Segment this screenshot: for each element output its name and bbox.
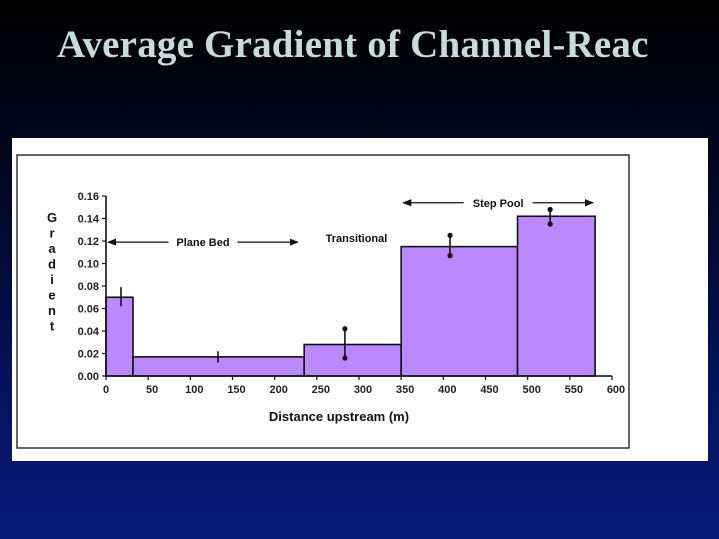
- y-axis-title-letter: G: [47, 210, 57, 225]
- annotations-layer: Plane Bed Transitional Step Pool: [107, 198, 595, 249]
- error-bar-3: [342, 326, 348, 361]
- x-tick-label: 450: [480, 384, 498, 396]
- y-tick-label: 0.06: [78, 304, 99, 316]
- title-area: Average Gradient of Channel-Reac: [0, 0, 719, 80]
- x-tick-label: 400: [438, 384, 456, 396]
- y-tick-label: 0.04: [78, 326, 100, 338]
- y-tick-label: 0.00: [78, 371, 99, 383]
- x-axis-title: Distance upstream (m): [269, 409, 409, 424]
- x-tick-label: 50: [146, 384, 158, 396]
- x-tick-label: 0: [103, 384, 109, 396]
- bars-layer: [105, 215, 596, 377]
- figure-panel: 0.00 0.02 0.04 0.06 0.08 0.10 0.12 0.14 0.16 0 50 1…: [12, 138, 708, 461]
- y-axis-title-letter: a: [48, 241, 56, 256]
- y-axis-title-letter: t: [50, 319, 55, 334]
- y-axis-title-letter: i: [50, 272, 54, 287]
- y-tick-label: 0.10: [78, 259, 99, 271]
- bar-1: [105, 296, 134, 377]
- error-bar-5: [547, 206, 553, 227]
- x-tick-label: 500: [522, 384, 540, 396]
- bar-5: [516, 215, 596, 377]
- error-bars-layer: [120, 206, 553, 363]
- y-tick-label: 0.16: [78, 191, 99, 203]
- gradient-chart: 0.00 0.02 0.04 0.06 0.08 0.10 0.12 0.14 0.16 0 50 1…: [16, 154, 630, 449]
- y-tick-label: 0.08: [78, 281, 99, 293]
- slide-title: Average Gradient of Channel-Reac: [57, 23, 649, 66]
- y-axis-title-letter: d: [48, 257, 56, 272]
- x-tick-label: 350: [396, 384, 414, 396]
- y-tick-label: 0.02: [78, 349, 99, 361]
- y-tick-label: 0.14: [78, 214, 100, 226]
- x-tick-label: 300: [354, 384, 372, 396]
- y-axis-title-letter: r: [49, 226, 54, 241]
- x-tick-label: 150: [227, 384, 245, 396]
- y-axis-title-letter: e: [48, 288, 55, 303]
- x-tick-label: 100: [185, 384, 203, 396]
- x-tick-label: 550: [565, 384, 583, 396]
- annotation-label: Plane Bed: [176, 237, 229, 249]
- x-tick-label: 200: [269, 384, 287, 396]
- bar-4: [400, 245, 519, 377]
- y-axis-title: Gradient: [47, 210, 57, 334]
- y-tick-label: 0.12: [78, 236, 99, 248]
- error-bar-4: [447, 232, 453, 259]
- annotation-label: Transitional: [326, 233, 388, 245]
- y-axis-title-letter: n: [48, 303, 56, 318]
- x-tick-label: 250: [312, 384, 330, 396]
- chart-frame: [16, 154, 630, 449]
- bar-3: [303, 343, 402, 377]
- x-tick-label: 600: [607, 384, 625, 396]
- axes-layer: 0.00 0.02 0.04 0.06 0.08 0.10 0.12 0.14 0.16 0 50 1…: [78, 191, 626, 396]
- annotation-label: Step Pool: [473, 198, 524, 210]
